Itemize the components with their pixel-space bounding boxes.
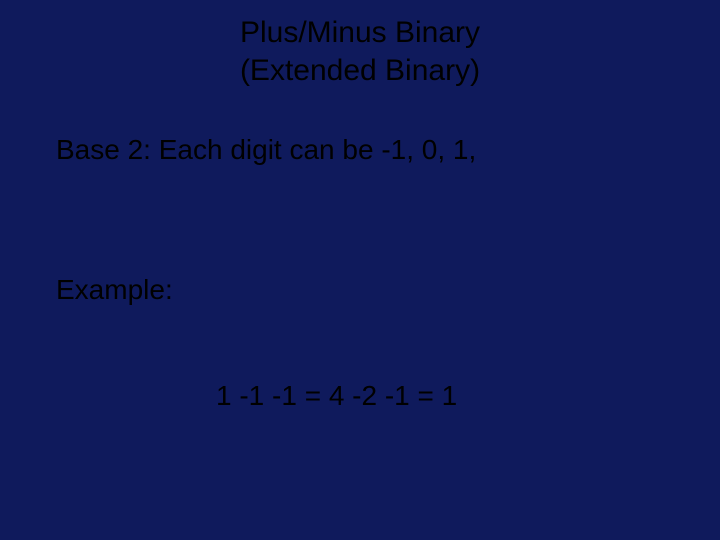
title-line-1: Plus/Minus Binary bbox=[0, 14, 720, 52]
body-text-example-label: Example: bbox=[56, 274, 173, 306]
body-text-base: Base 2: Each digit can be -1, 0, 1, bbox=[56, 134, 476, 166]
body-text-example-equation: 1 -1 -1 = 4 -2 -1 = 1 bbox=[216, 380, 457, 412]
title-line-2: (Extended Binary) bbox=[0, 52, 720, 90]
slide-title: Plus/Minus Binary (Extended Binary) bbox=[0, 14, 720, 89]
